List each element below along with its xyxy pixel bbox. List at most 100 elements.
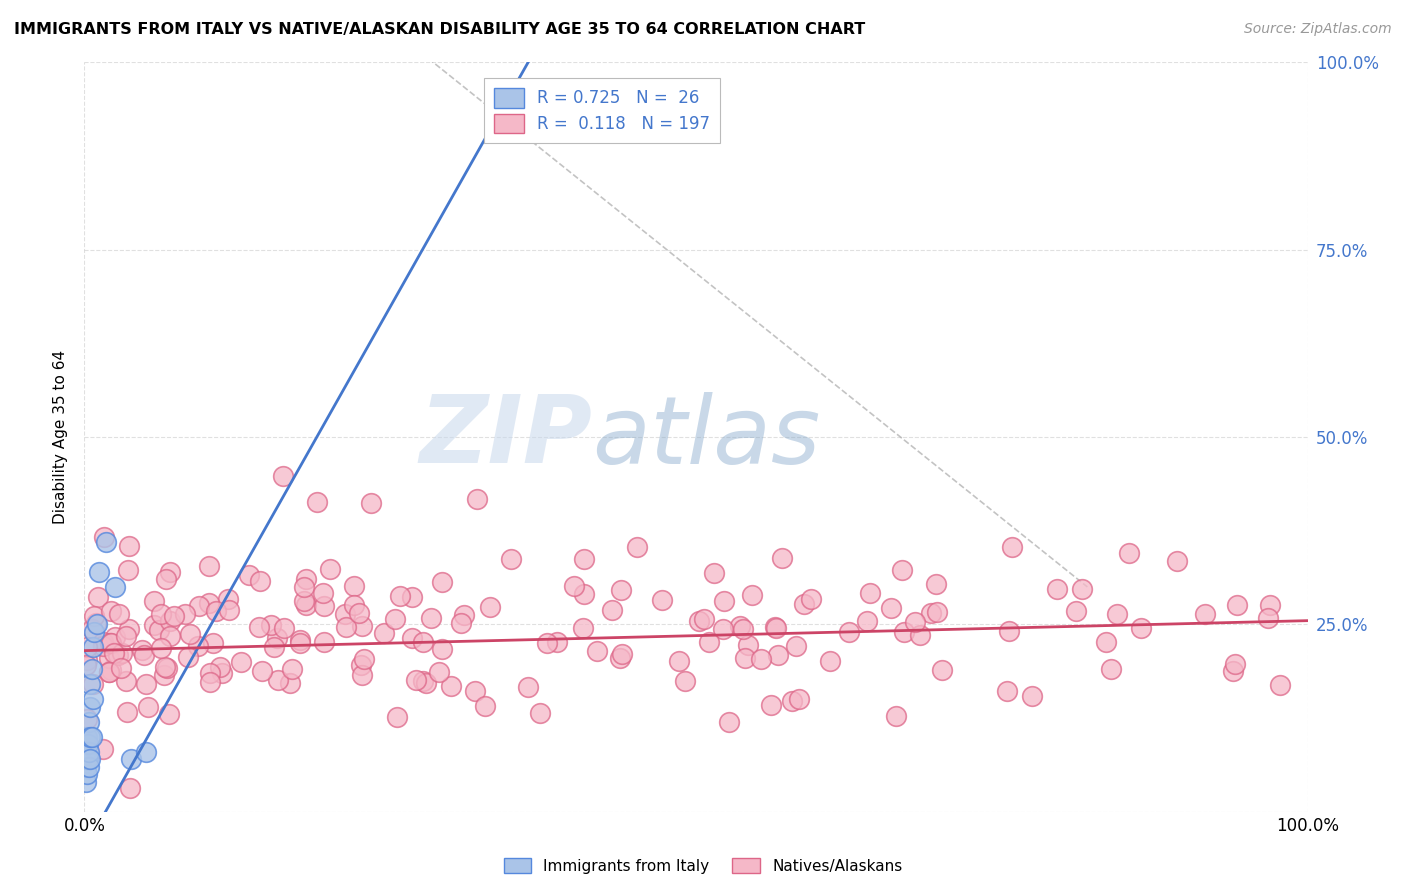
Point: [1118, 546, 1140, 560]
Point: [150, 607, 173, 621]
Point: [312, 599, 335, 614]
Point: [384, 612, 406, 626]
Point: [110, 646, 132, 660]
Point: [766, 648, 789, 663]
Point: [250, 664, 273, 678]
Point: [76, 752, 98, 766]
Point: [305, 495, 328, 509]
Point: [749, 652, 772, 666]
Point: [77, 752, 100, 766]
Point: [75, 745, 97, 759]
Point: [271, 469, 294, 483]
Point: [412, 673, 434, 688]
Point: [87, 590, 110, 604]
Point: [728, 619, 751, 633]
Point: [1270, 678, 1292, 692]
Point: [610, 583, 633, 598]
Point: [886, 708, 908, 723]
Point: [97, 665, 120, 680]
Point: [1021, 689, 1043, 703]
Point: [474, 699, 496, 714]
Point: [87, 565, 110, 579]
Point: [925, 605, 948, 619]
Point: [110, 661, 132, 675]
Point: [76, 712, 98, 726]
Point: [104, 630, 127, 644]
Point: [100, 663, 122, 677]
Point: [273, 621, 295, 635]
Point: [280, 676, 302, 690]
Point: [572, 621, 595, 635]
Point: [143, 618, 166, 632]
Point: [713, 594, 735, 608]
Point: [697, 635, 720, 649]
Point: [440, 679, 463, 693]
Point: [998, 624, 1021, 638]
Point: [574, 552, 596, 566]
Point: [586, 644, 609, 658]
Point: [157, 707, 180, 722]
Point: [373, 626, 395, 640]
Point: [229, 656, 252, 670]
Point: [266, 673, 288, 688]
Point: [80, 622, 103, 636]
Point: [838, 624, 860, 639]
Point: [415, 676, 437, 690]
Point: [108, 607, 131, 621]
Point: [114, 628, 136, 642]
Point: [135, 677, 157, 691]
Point: [79, 752, 101, 766]
Point: [135, 745, 157, 759]
Point: [93, 639, 115, 653]
Point: [77, 760, 100, 774]
Point: [931, 664, 953, 678]
Point: [114, 673, 136, 688]
Point: [82, 677, 104, 691]
Point: [785, 639, 807, 653]
Point: [793, 597, 815, 611]
Point: [1107, 607, 1129, 622]
Point: [100, 604, 122, 618]
Point: [159, 629, 181, 643]
Point: [83, 608, 105, 623]
Point: [77, 737, 100, 751]
Point: [420, 611, 443, 625]
Point: [401, 631, 423, 645]
Point: [770, 550, 793, 565]
Point: [763, 620, 786, 634]
Text: Source: ZipAtlas.com: Source: ZipAtlas.com: [1244, 22, 1392, 37]
Point: [353, 652, 375, 666]
Point: [1194, 607, 1216, 621]
Point: [75, 760, 97, 774]
Point: [143, 594, 166, 608]
Point: [76, 653, 98, 667]
Point: [75, 657, 97, 672]
Point: [159, 565, 181, 579]
Point: [86, 617, 108, 632]
Point: [294, 599, 316, 613]
Point: [668, 654, 690, 668]
Point: [343, 578, 366, 592]
Point: [153, 668, 176, 682]
Point: [1064, 604, 1087, 618]
Point: [335, 620, 357, 634]
Point: [84, 615, 107, 630]
Point: [103, 646, 125, 660]
Point: [1094, 634, 1116, 648]
Point: [159, 614, 181, 628]
Point: [288, 636, 311, 650]
Point: [626, 540, 648, 554]
Point: [266, 632, 288, 646]
Point: [741, 588, 763, 602]
Point: [350, 658, 373, 673]
Point: [98, 636, 121, 650]
Point: [412, 635, 434, 649]
Point: [79, 677, 101, 691]
Point: [572, 587, 595, 601]
Point: [91, 635, 114, 649]
Point: [780, 694, 803, 708]
Point: [925, 577, 948, 591]
Point: [1070, 582, 1092, 596]
Point: [77, 745, 100, 759]
Point: [765, 621, 787, 635]
